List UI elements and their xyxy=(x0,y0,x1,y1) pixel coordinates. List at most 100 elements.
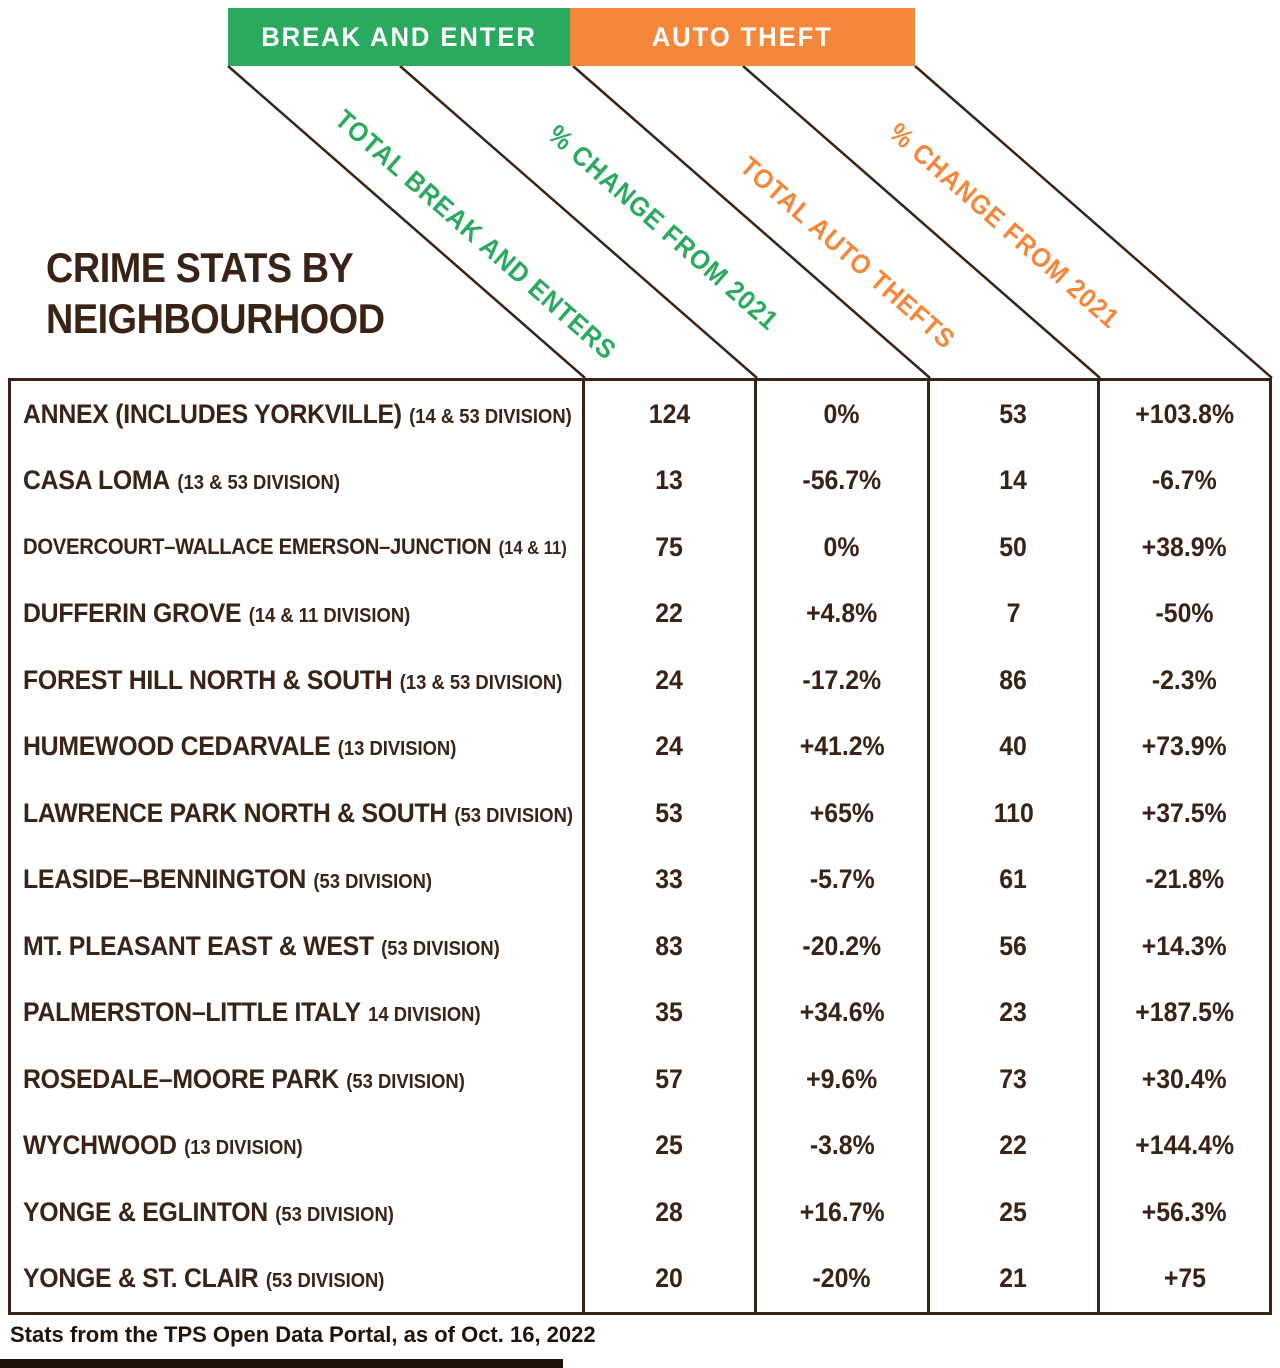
at-percent-change-value: +75 xyxy=(1163,1263,1206,1294)
total-auto-thefts-cell: 25 xyxy=(927,1179,1097,1246)
total-auto-thefts-value: 23 xyxy=(999,997,1028,1028)
be-percent-change-value: -20.2% xyxy=(802,930,882,961)
at-percent-change-cell: +14.3% xyxy=(1097,913,1269,980)
be-percent-change-cell: +41.2% xyxy=(754,713,927,780)
neighbourhood-label-group: FOREST HILL NORTH & SOUTH (13 & 53 DIVIS… xyxy=(23,665,562,696)
total-auto-thefts-value: 7 xyxy=(1006,598,1021,629)
at-percent-change-value: -6.7% xyxy=(1152,465,1217,496)
total-break-and-enters-cell: 22 xyxy=(582,580,754,647)
be-percent-change-cell: +34.6% xyxy=(754,979,927,1046)
total-break-and-enters-cell: 75 xyxy=(582,514,754,581)
table-body: ANNEX (INCLUDES YORKVILLE) (14 & 53 DIVI… xyxy=(11,381,1269,1312)
division-label: (13 DIVISION) xyxy=(337,738,457,761)
be-percent-change-value: -56.7% xyxy=(802,465,882,496)
neighbourhood-name: WYCHWOOD xyxy=(23,1130,177,1161)
neighbourhood-name: PALMERSTON–LITTLE ITALY xyxy=(23,997,361,1028)
total-break-and-enters-value: 83 xyxy=(655,930,684,961)
at-percent-change-cell: -6.7% xyxy=(1097,447,1269,514)
total-break-and-enters-value: 53 xyxy=(655,797,684,828)
total-auto-thefts-cell: 50 xyxy=(927,514,1097,581)
total-auto-thefts-cell: 23 xyxy=(927,979,1097,1046)
at-percent-change-cell: +75 xyxy=(1097,1245,1269,1312)
at-percent-change-value: -21.8% xyxy=(1145,864,1224,895)
neighbourhood-cell: ANNEX (INCLUDES YORKVILLE) (14 & 53 DIVI… xyxy=(11,381,582,448)
division-label: (13 & 53 DIVISION) xyxy=(399,671,563,694)
at-percent-change-value: +103.8% xyxy=(1135,398,1234,429)
total-auto-thefts-value: 86 xyxy=(999,664,1028,695)
be-percent-change-value: -5.7% xyxy=(809,864,875,895)
be-percent-change-cell: 0% xyxy=(754,514,927,581)
neighbourhood-cell: DUFFERIN GROVE (14 & 11 DIVISION) xyxy=(11,581,582,648)
be-percent-change-value: -17.2% xyxy=(802,664,882,695)
neighbourhood-name: LEASIDE–BENNINGTON xyxy=(23,864,307,895)
source-note: Stats from the TPS Open Data Portal, as … xyxy=(10,1322,596,1347)
total-auto-thefts-cell: 56 xyxy=(927,913,1097,980)
total-auto-thefts-cell: 21 xyxy=(927,1245,1097,1312)
table-row: PALMERSTON–LITTLE ITALY 14 DIVISION) 35 … xyxy=(11,979,1269,1047)
total-break-and-enters-cell: 24 xyxy=(582,647,754,714)
division-label: 14 DIVISION) xyxy=(368,1004,481,1027)
total-break-and-enters-value: 24 xyxy=(655,731,684,762)
total-auto-thefts-cell: 22 xyxy=(927,1112,1097,1179)
total-break-and-enters-cell: 13 xyxy=(582,447,754,514)
at-percent-change-value: +187.5% xyxy=(1135,997,1234,1028)
be-percent-change-value: +9.6% xyxy=(806,1063,878,1094)
total-break-and-enters-value: 35 xyxy=(655,997,684,1028)
neighbourhood-name: YONGE & ST. CLAIR xyxy=(23,1263,259,1294)
division-label: (53 DIVISION) xyxy=(275,1203,394,1226)
table-row: ROSEDALE–MOORE PARK (53 DIVISION) 57 +9.… xyxy=(11,1046,1269,1113)
be-percent-change-cell: -3.8% xyxy=(754,1112,927,1179)
at-percent-change-value: +56.3% xyxy=(1142,1196,1227,1227)
neighbourhood-label-group: ROSEDALE–MOORE PARK (53 DIVISION) xyxy=(23,1064,465,1095)
neighbourhood-label-group: DOVERCOURT–WALLACE EMERSON–JUNCTION (14 … xyxy=(23,534,567,560)
total-break-and-enters-cell: 25 xyxy=(582,1112,754,1179)
table-row: YONGE & EGLINTON (53 DIVISION) 28 +16.7%… xyxy=(11,1179,1269,1246)
be-percent-change-value: 0% xyxy=(824,531,860,562)
total-break-and-enters-value: 22 xyxy=(655,598,684,629)
be-percent-change-value: -20% xyxy=(813,1263,871,1294)
neighbourhood-cell: YONGE & ST. CLAIR (53 DIVISION) xyxy=(11,1246,582,1313)
total-auto-thefts-cell: 73 xyxy=(927,1046,1097,1113)
neighbourhood-name: HUMEWOOD CEDARVALE xyxy=(23,731,331,762)
table-row: MT. PLEASANT EAST & WEST (53 DIVISION) 8… xyxy=(11,913,1269,980)
neighbourhood-cell: PALMERSTON–LITTLE ITALY 14 DIVISION) xyxy=(11,980,582,1047)
bottom-edge-bar xyxy=(0,1359,563,1368)
be-percent-change-value: -3.8% xyxy=(809,1130,875,1161)
neighbourhood-name: YONGE & EGLINTON xyxy=(23,1196,268,1227)
total-auto-thefts-value: 56 xyxy=(999,930,1028,961)
be-percent-change-cell: +4.8% xyxy=(754,580,927,647)
neighbourhood-name: ANNEX (INCLUDES YORKVILLE) xyxy=(23,398,402,429)
neighbourhood-name: LAWRENCE PARK NORTH & SOUTH xyxy=(23,797,448,828)
neighbourhood-label-group: LAWRENCE PARK NORTH & SOUTH (53 DIVISION… xyxy=(23,798,573,829)
total-auto-thefts-value: 53 xyxy=(999,398,1028,429)
be-percent-change-value: 0% xyxy=(824,398,860,429)
be-percent-change-cell: -56.7% xyxy=(754,447,927,514)
neighbourhood-name: ROSEDALE–MOORE PARK xyxy=(23,1063,339,1094)
total-break-and-enters-cell: 28 xyxy=(582,1179,754,1246)
total-break-and-enters-value: 20 xyxy=(655,1263,684,1294)
neighbourhood-cell: LAWRENCE PARK NORTH & SOUTH (53 DIVISION… xyxy=(11,780,582,847)
neighbourhood-cell: DOVERCOURT–WALLACE EMERSON–JUNCTION (14 … xyxy=(11,514,582,581)
neighbourhood-cell: LEASIDE–BENNINGTON (53 DIVISION) xyxy=(11,847,582,914)
table-row: DUFFERIN GROVE (14 & 11 DIVISION) 22 +4.… xyxy=(11,580,1269,648)
total-auto-thefts-value: 25 xyxy=(999,1196,1028,1227)
total-auto-thefts-cell: 14 xyxy=(927,447,1097,514)
neighbourhood-name: DOVERCOURT–WALLACE EMERSON–JUNCTION xyxy=(23,534,492,560)
at-percent-change-cell: -2.3% xyxy=(1097,647,1269,714)
at-percent-change-value: +38.9% xyxy=(1142,531,1227,562)
at-percent-change-cell: +37.5% xyxy=(1097,780,1269,847)
neighbourhood-label-group: PALMERSTON–LITTLE ITALY 14 DIVISION) xyxy=(23,997,481,1028)
total-break-and-enters-cell: 83 xyxy=(582,913,754,980)
division-label: (13 DIVISION) xyxy=(184,1137,303,1160)
neighbourhood-cell: CASA LOMA (13 & 53 DIVISION) xyxy=(11,448,582,515)
neighbourhood-label-group: DUFFERIN GROVE (14 & 11 DIVISION) xyxy=(23,598,410,629)
neighbourhood-label-group: CASA LOMA (13 & 53 DIVISION) xyxy=(23,465,340,496)
at-percent-change-value: -2.3% xyxy=(1152,664,1217,695)
total-auto-thefts-cell: 7 xyxy=(927,580,1097,647)
at-percent-change-cell: -21.8% xyxy=(1097,846,1269,913)
total-break-and-enters-cell: 20 xyxy=(582,1245,754,1312)
neighbourhood-cell: ROSEDALE–MOORE PARK (53 DIVISION) xyxy=(11,1046,582,1113)
neighbourhood-label-group: HUMEWOOD CEDARVALE (13 DIVISION) xyxy=(23,731,456,762)
total-auto-thefts-cell: 110 xyxy=(927,780,1097,847)
total-auto-thefts-cell: 53 xyxy=(927,381,1097,448)
